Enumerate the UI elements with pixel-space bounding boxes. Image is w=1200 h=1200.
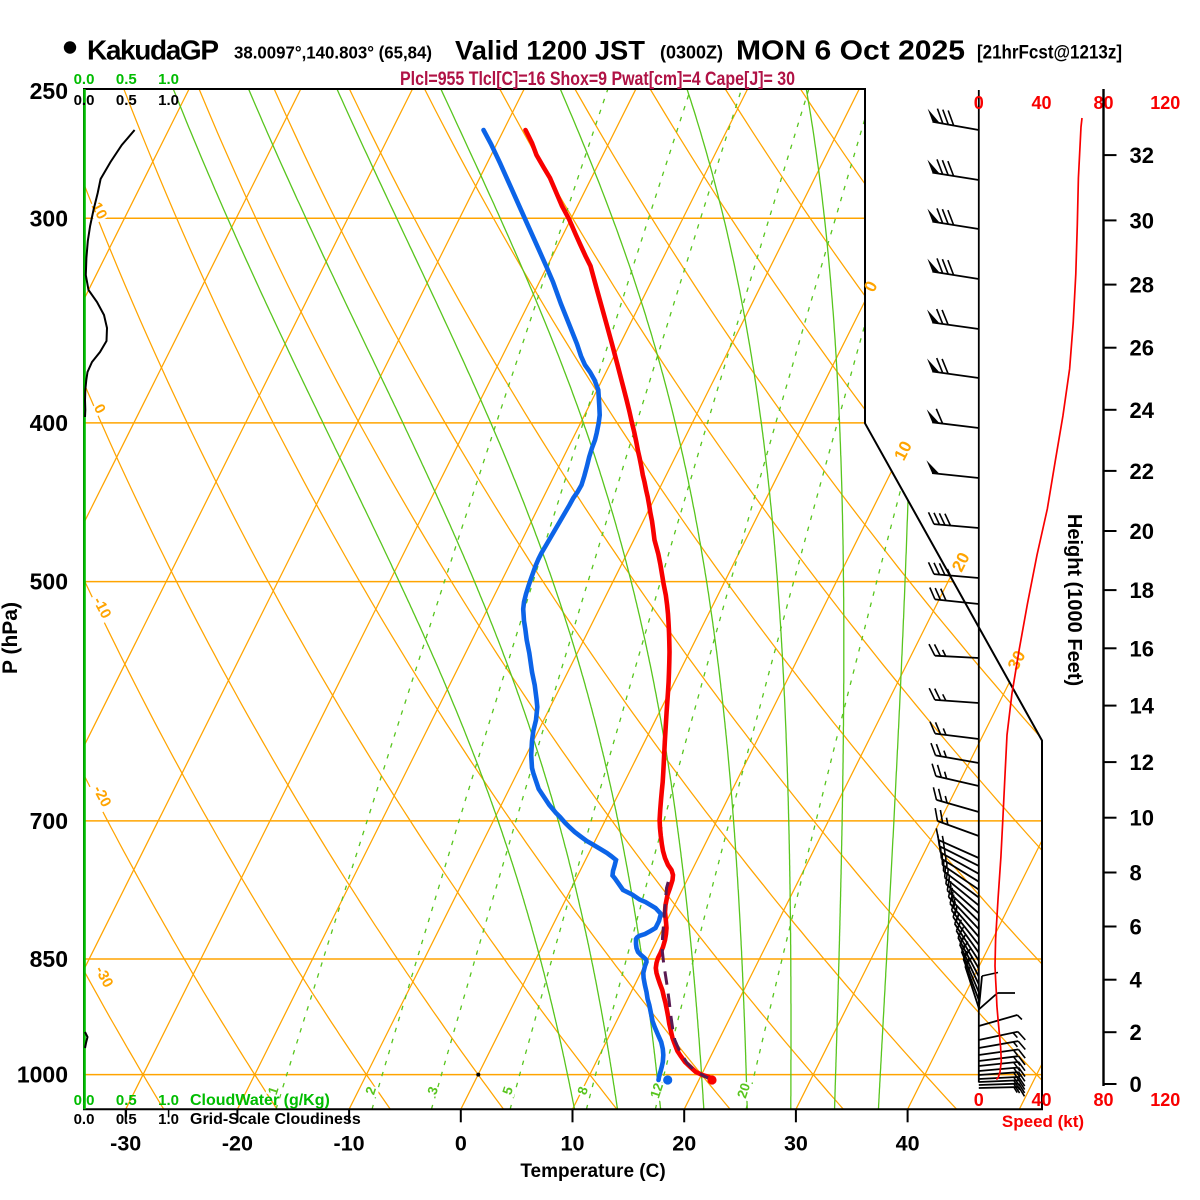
svg-text:38.0097°,140.803° (65,84): 38.0097°,140.803° (65,84) (234, 43, 432, 63)
svg-text:10: 10 (1130, 806, 1154, 831)
svg-text:MON 6 Oct 2025: MON 6 Oct 2025 (736, 35, 965, 66)
svg-text:0.5: 0.5 (116, 1092, 137, 1109)
svg-text:700: 700 (30, 808, 68, 834)
svg-text:1.0: 1.0 (158, 1111, 179, 1128)
svg-text:0: 0 (974, 1090, 984, 1110)
svg-text:28: 28 (1130, 273, 1154, 298)
svg-text:Plcl=955 Tlcl[C]=16 Shox=9 Pwa: Plcl=955 Tlcl[C]=16 Shox=9 Pwat[cm]=4 Ca… (400, 69, 795, 90)
svg-text:850: 850 (30, 946, 68, 972)
svg-text:CloudWater (g/Kg): CloudWater (g/Kg) (190, 1092, 330, 1109)
svg-text:6: 6 (1130, 915, 1142, 940)
svg-text:120: 120 (1150, 93, 1180, 113)
svg-text:8: 8 (1130, 861, 1142, 886)
svg-text:20: 20 (672, 1131, 696, 1155)
svg-text:20: 20 (1130, 519, 1154, 544)
svg-text:-10: -10 (334, 1131, 365, 1155)
svg-text:0: 0 (455, 1131, 467, 1155)
svg-text:400: 400 (30, 410, 68, 436)
svg-text:KakudaGP: KakudaGP (87, 35, 219, 66)
svg-text:20: 20 (734, 1081, 753, 1100)
svg-text:0.5: 0.5 (116, 92, 137, 109)
svg-text:40: 40 (1031, 93, 1051, 113)
svg-text:-20: -20 (222, 1131, 253, 1155)
svg-text:0.5: 0.5 (116, 1111, 137, 1128)
svg-text:4: 4 (1130, 968, 1143, 993)
svg-text:P (hPa): P (hPa) (0, 602, 22, 674)
svg-text:2: 2 (1130, 1020, 1142, 1045)
svg-text:26: 26 (1130, 336, 1154, 361)
svg-text:0: 0 (1130, 1072, 1142, 1097)
svg-text:2: 2 (362, 1085, 379, 1097)
svg-text:Speed (kt): Speed (kt) (1002, 1112, 1084, 1131)
svg-text:24: 24 (1130, 398, 1155, 423)
svg-text:300: 300 (30, 205, 68, 231)
svg-text:0.0: 0.0 (74, 71, 95, 88)
svg-text:120: 120 (1150, 1090, 1180, 1110)
svg-text:32: 32 (1130, 143, 1154, 168)
svg-text:16: 16 (1130, 636, 1154, 661)
svg-text:Height (1000 Feet): Height (1000 Feet) (1063, 514, 1085, 686)
svg-text:250: 250 (30, 78, 68, 104)
svg-text:Grid-Scale Cloudiness: Grid-Scale Cloudiness (190, 1111, 361, 1128)
svg-text:12: 12 (647, 1081, 666, 1100)
svg-text:30: 30 (1130, 208, 1154, 233)
svg-text:30: 30 (784, 1131, 808, 1155)
svg-text:1.0: 1.0 (158, 1092, 179, 1109)
svg-text:1.0: 1.0 (158, 71, 179, 88)
svg-text:1000: 1000 (17, 1062, 68, 1088)
svg-text:40: 40 (896, 1131, 920, 1155)
svg-text:10: 10 (88, 200, 111, 223)
svg-text:500: 500 (30, 569, 68, 595)
svg-text:Valid 1200 JST: Valid 1200 JST (455, 36, 646, 66)
svg-text:80: 80 (1093, 1090, 1113, 1110)
svg-text:[21hrFcst@1213z]: [21hrFcst@1213z] (977, 43, 1122, 64)
svg-text:40: 40 (1031, 1090, 1051, 1110)
svg-text:0.0: 0.0 (74, 1092, 95, 1109)
svg-text:-30: -30 (110, 1131, 141, 1155)
svg-text:0: 0 (974, 93, 984, 113)
svg-text:14: 14 (1130, 694, 1155, 719)
svg-text:10: 10 (561, 1131, 585, 1155)
svg-text:1.0: 1.0 (158, 92, 179, 109)
svg-text:18: 18 (1130, 578, 1154, 603)
svg-text:12: 12 (1130, 750, 1154, 775)
svg-text:Temperature (C): Temperature (C) (520, 1161, 665, 1182)
svg-text:0.0: 0.0 (74, 92, 95, 109)
svg-text:(0300Z): (0300Z) (660, 43, 723, 63)
svg-text:0.0: 0.0 (74, 1111, 95, 1128)
svg-text:0.5: 0.5 (116, 71, 137, 88)
svg-text:22: 22 (1130, 459, 1154, 484)
